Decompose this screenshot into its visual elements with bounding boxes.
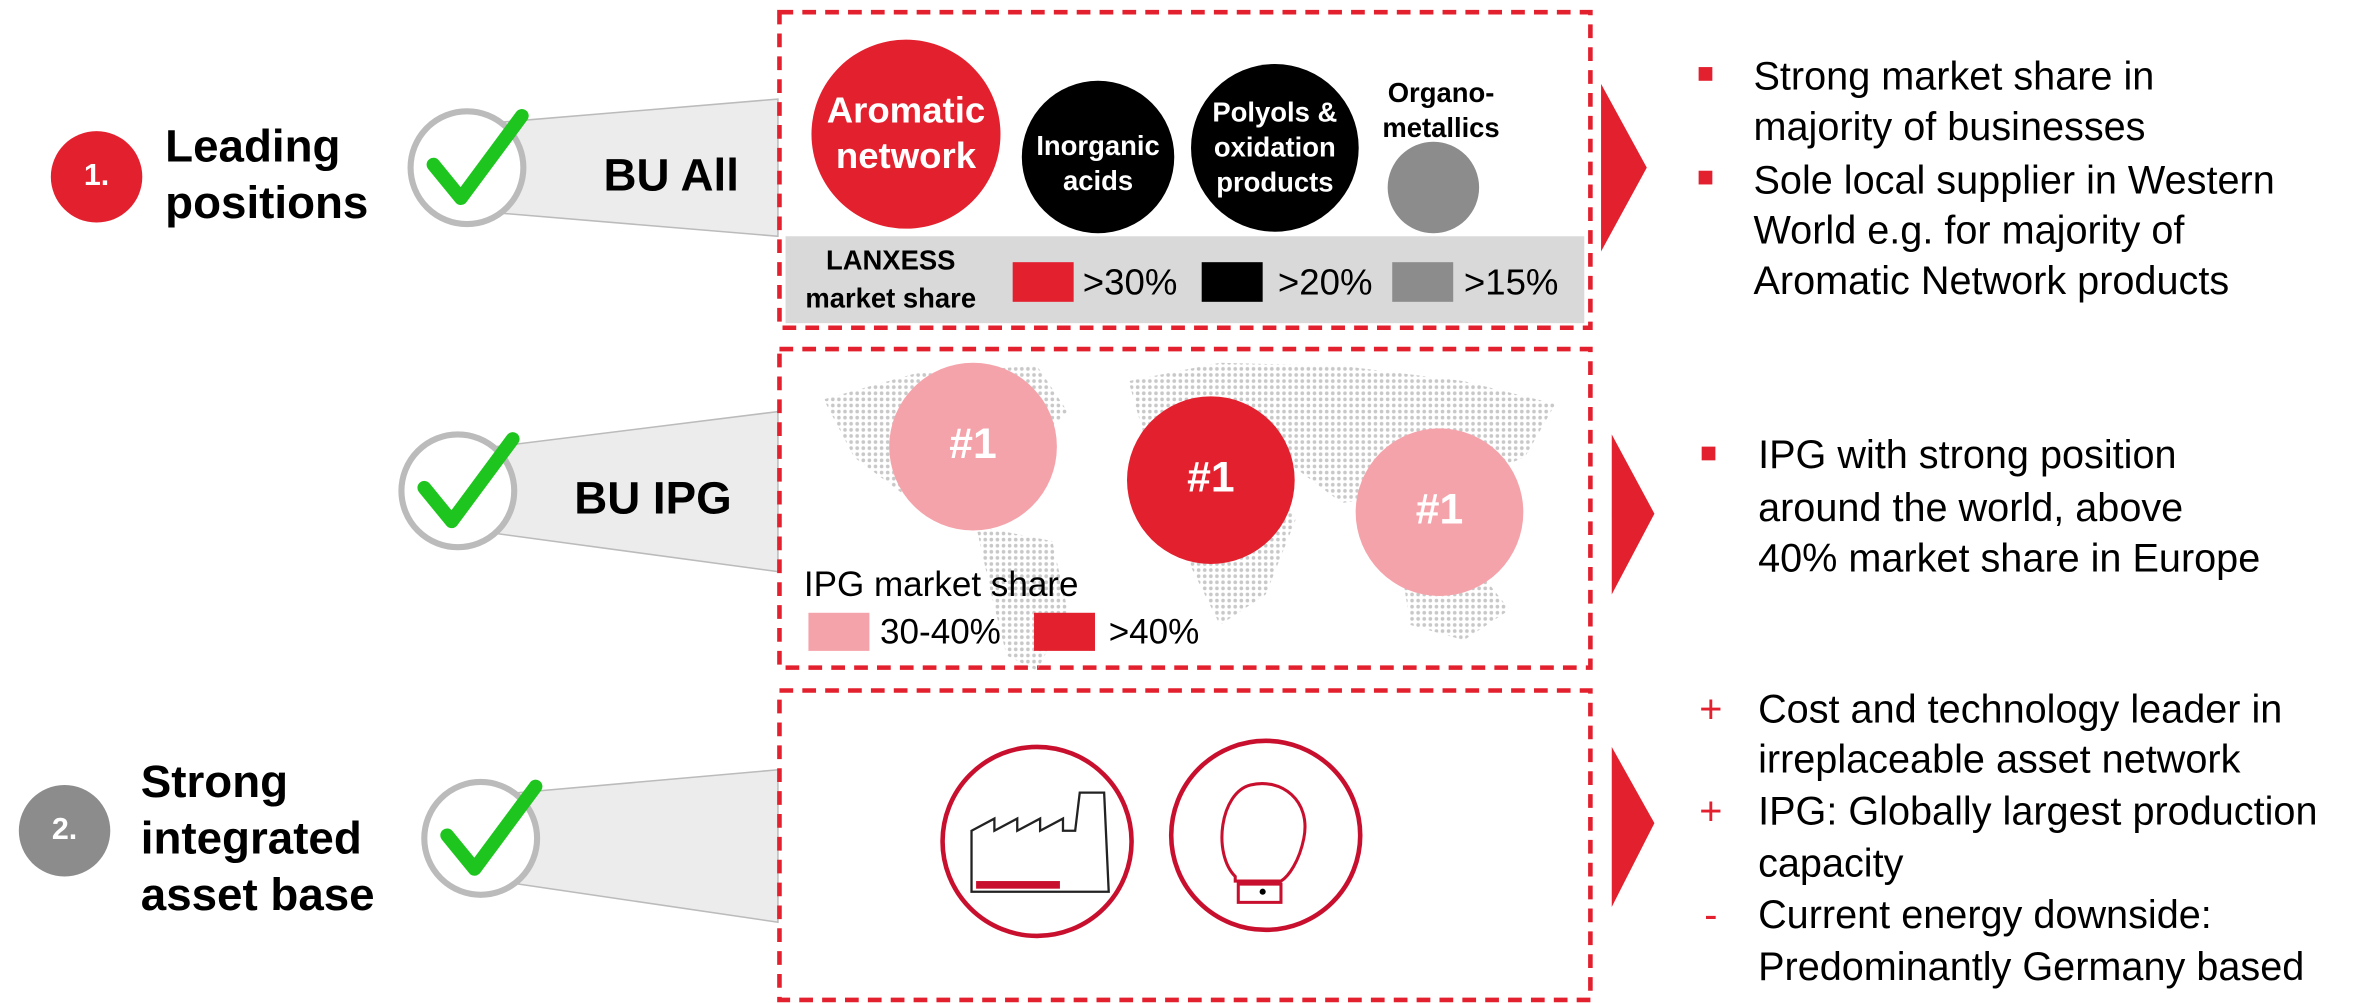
legend-label: 30-40% xyxy=(880,612,1001,651)
circle-label: acids xyxy=(1063,165,1133,196)
circle xyxy=(1127,396,1295,564)
legend-swatch xyxy=(1201,262,1263,302)
legend-label: >30% xyxy=(1083,262,1178,303)
legend-swatch xyxy=(1034,612,1095,651)
bu-label: BU IPG xyxy=(574,473,732,524)
legend-swatch xyxy=(1012,262,1074,302)
bullet-text: Aromatic Network products xyxy=(1753,259,2229,303)
bullet-text: Cost and technology leader in xyxy=(1758,687,2282,731)
circle-label: Polyols & xyxy=(1212,97,1337,128)
bullet xyxy=(1698,67,1713,81)
circle-label: products xyxy=(1216,167,1333,198)
circle-label: #1 xyxy=(1187,453,1234,501)
circle-label: oxidation xyxy=(1214,132,1336,163)
circle-label: Aromatic xyxy=(827,89,986,130)
bullet-text: irreplaceable asset network xyxy=(1758,738,2241,782)
circle-label: Organo- xyxy=(1388,77,1495,108)
bullet-text: World e.g. for majority of xyxy=(1753,209,2185,253)
arrow xyxy=(1611,746,1655,907)
legend-title: LANXESS xyxy=(826,244,956,275)
number-badge xyxy=(18,785,111,877)
circle-label: network xyxy=(836,135,977,176)
legend-title: market share xyxy=(805,283,976,314)
bu-label: BU All xyxy=(603,149,738,200)
check-circle xyxy=(407,108,527,228)
bullet xyxy=(1701,446,1716,461)
section-title: Strong xyxy=(141,756,288,807)
circle-label: Inorganic xyxy=(1036,130,1159,161)
check-circle xyxy=(421,778,541,898)
bullet-text: 40% market share in Europe xyxy=(1758,536,2260,580)
bullet-text: IPG: Globally largest production xyxy=(1758,789,2317,833)
bullet-marker: + xyxy=(1699,687,1722,731)
bullet-text: capacity xyxy=(1758,841,1904,885)
box xyxy=(777,346,1593,670)
circle-label: #1 xyxy=(949,420,996,468)
arrow xyxy=(1601,83,1647,252)
section-title: integrated xyxy=(141,813,362,864)
number: 2. xyxy=(52,812,77,846)
section-title: Leading xyxy=(165,120,340,171)
legend-swatch xyxy=(1392,262,1454,302)
circle xyxy=(1191,64,1359,232)
bullet xyxy=(1698,170,1713,185)
legend-label: >15% xyxy=(1464,262,1559,303)
bullet-marker: + xyxy=(1699,789,1722,833)
bullet-text: Strong market share in xyxy=(1753,55,2154,99)
factory-icon xyxy=(940,744,1134,939)
bullet-text: Current energy downside: xyxy=(1758,893,2212,937)
bullet-text: around the world, above xyxy=(1758,486,2183,530)
legend-label: >20% xyxy=(1278,262,1373,303)
bullet-text: Sole local supplier in Western xyxy=(1753,158,2274,202)
number: 1. xyxy=(84,158,109,192)
bullet-text: IPG with strong position xyxy=(1758,433,2176,477)
check xyxy=(417,432,520,529)
check xyxy=(426,108,529,206)
box xyxy=(777,9,1593,331)
section-title: positions xyxy=(165,177,368,228)
box xyxy=(777,688,1593,1003)
check-circle xyxy=(398,431,518,551)
glove-icon xyxy=(1168,738,1363,933)
arrow xyxy=(1611,434,1655,595)
circle xyxy=(889,362,1057,531)
circle-label: #1 xyxy=(1416,485,1463,533)
circle xyxy=(1355,428,1524,597)
circle xyxy=(1387,141,1480,234)
bullet-marker: - xyxy=(1704,893,1717,937)
circle-label: metallics xyxy=(1382,112,1499,143)
bullet-text: majority of businesses xyxy=(1753,105,2145,149)
bullet-text: Predominantly Germany based xyxy=(1758,945,2304,989)
check xyxy=(440,779,543,876)
section-title: asset base xyxy=(141,869,375,920)
circle xyxy=(811,39,1001,229)
circle xyxy=(1021,80,1175,234)
number-badge xyxy=(50,131,143,223)
connector xyxy=(518,768,779,924)
legend-title: IPG market share xyxy=(804,565,1079,604)
legend-swatch xyxy=(808,612,870,651)
legend-label: >40% xyxy=(1109,612,1200,651)
